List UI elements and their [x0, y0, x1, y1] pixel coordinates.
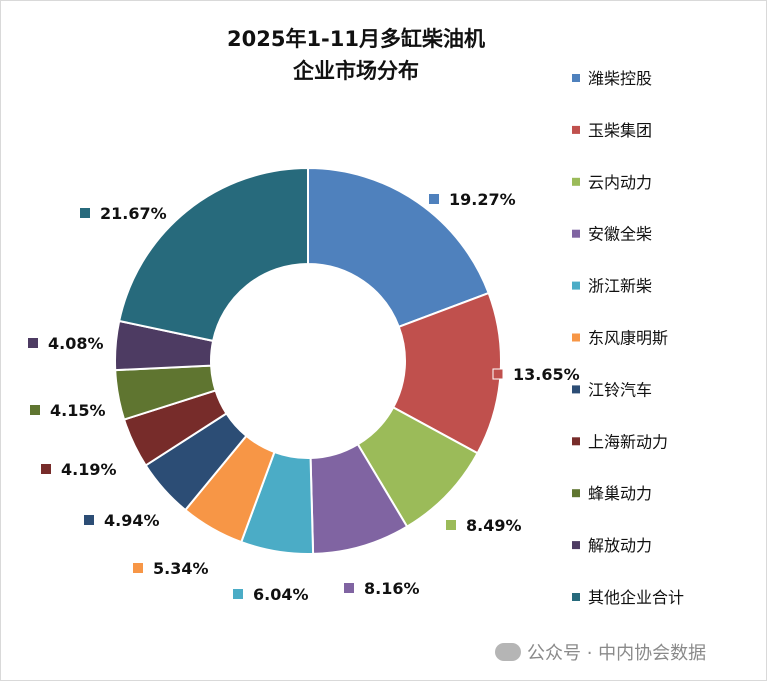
chart-title-line1: 2025年1-11月多缸柴油机 [227, 27, 485, 51]
legend-entry: 其他企业合计 [588, 588, 684, 607]
legend-entry: 江铃汽车 [588, 380, 652, 399]
data-label-marker [41, 464, 51, 474]
legend-entry: 安徽全柴 [588, 225, 652, 244]
data-label: 8.16% [364, 579, 420, 598]
data-label: 5.34% [153, 559, 209, 578]
legend-marker [572, 125, 580, 134]
watermark: 公众号 · 中内协会数据 [495, 639, 706, 665]
legend-marker [572, 541, 580, 550]
legend-entry: 上海新动力 [588, 432, 668, 451]
data-label: 4.08% [48, 334, 104, 353]
legend-marker [572, 489, 580, 498]
data-label: 4.19% [61, 460, 117, 479]
data-label: 19.27% [449, 190, 516, 209]
data-label: 8.49% [466, 516, 522, 535]
legend-marker [572, 281, 580, 290]
legend-marker [572, 74, 580, 82]
legend-entry: 玉柴集团 [588, 121, 652, 140]
donut-slice [118, 166, 309, 343]
wechat-icon [495, 643, 521, 661]
data-label: 4.15% [50, 401, 106, 420]
legend-marker [572, 333, 580, 342]
chart-title-line2: 企业市场分布 [293, 59, 419, 83]
data-label: 4.94% [104, 511, 160, 530]
legend-marker [572, 229, 580, 238]
data-label-marker [492, 368, 504, 380]
data-label-marker [84, 515, 94, 525]
watermark-text: 公众号 · 中内协会数据 [527, 643, 707, 664]
data-label: 13.65% [513, 365, 580, 384]
legend-marker [572, 177, 580, 186]
legend-marker [572, 437, 580, 446]
legend-marker [572, 593, 580, 601]
legend-marker [572, 385, 580, 394]
data-label: 6.04% [253, 585, 309, 604]
data-label-marker [233, 589, 243, 599]
legend-entry: 浙江新柴 [588, 277, 652, 296]
data-label-marker [344, 583, 354, 593]
data-label-marker [133, 563, 143, 573]
data-label-marker [446, 520, 456, 530]
data-label: 21.67% [100, 204, 167, 223]
legend-entry: 东风康明斯 [588, 329, 668, 348]
data-label-marker [28, 338, 38, 348]
data-label-marker [80, 208, 90, 218]
legend-entry: 潍柴控股 [588, 69, 652, 88]
legend-entry: 解放动力 [588, 536, 652, 555]
data-label-marker [429, 194, 439, 204]
legend-entry: 蜂巢动力 [588, 484, 652, 503]
donut-slice [307, 166, 490, 329]
legend-entry: 云内动力 [588, 173, 652, 192]
data-label-marker [30, 405, 40, 415]
